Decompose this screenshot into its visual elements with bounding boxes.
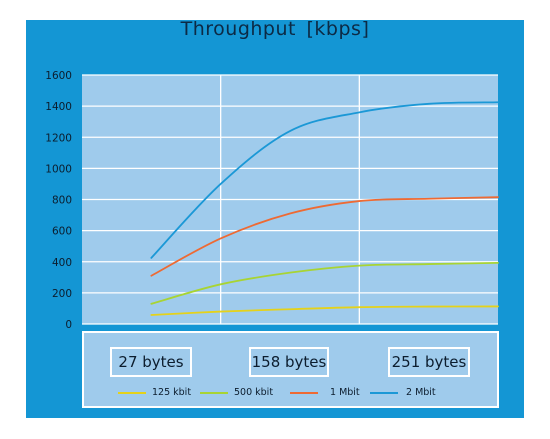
series-line-2-mbit	[150, 101, 499, 259]
legend-swatch-125-kbit	[118, 392, 146, 394]
chart-title: Throughput [kbps]	[180, 18, 370, 40]
y-tick-label-1400: 1400	[45, 101, 72, 113]
legend-swatch-500-kbit	[200, 392, 228, 394]
y-tick-label-1000: 1000	[45, 163, 72, 175]
y-tick-label-0: 0	[65, 319, 72, 331]
y-tick-label-800: 800	[52, 195, 72, 207]
category-panel: 27 bytes 158 bytes 251 bytes 125 kbit 50…	[82, 331, 499, 408]
category-label-158-bytes: 158 bytes	[249, 347, 329, 377]
legend-swatch-1-mbit	[290, 392, 318, 394]
series-line-125-kbit	[150, 305, 499, 316]
legend-swatch-2-mbit	[370, 392, 398, 394]
category-label-27-bytes: 27 bytes	[110, 347, 192, 377]
chart-legend: 125 kbit 500 kbit 1 Mbit 2 Mbit	[84, 386, 501, 400]
y-tick-label-1200: 1200	[45, 132, 72, 144]
y-tick-label-200: 200	[52, 288, 72, 300]
y-tick-label-1600: 1600	[45, 70, 72, 82]
category-label-251-bytes: 251 bytes	[388, 347, 470, 377]
legend-label-1-mbit: 1 Mbit	[330, 387, 360, 398]
y-tick-label-600: 600	[52, 226, 72, 238]
legend-label-2-mbit: 2 Mbit	[406, 387, 436, 398]
series-line-500-kbit	[150, 261, 499, 305]
series-line-1-mbit	[150, 196, 499, 277]
legend-label-500-kbit: 500 kbit	[234, 387, 274, 398]
y-tick-label-400: 400	[52, 257, 72, 269]
legend-label-125-kbit: 125 kbit	[152, 387, 192, 398]
